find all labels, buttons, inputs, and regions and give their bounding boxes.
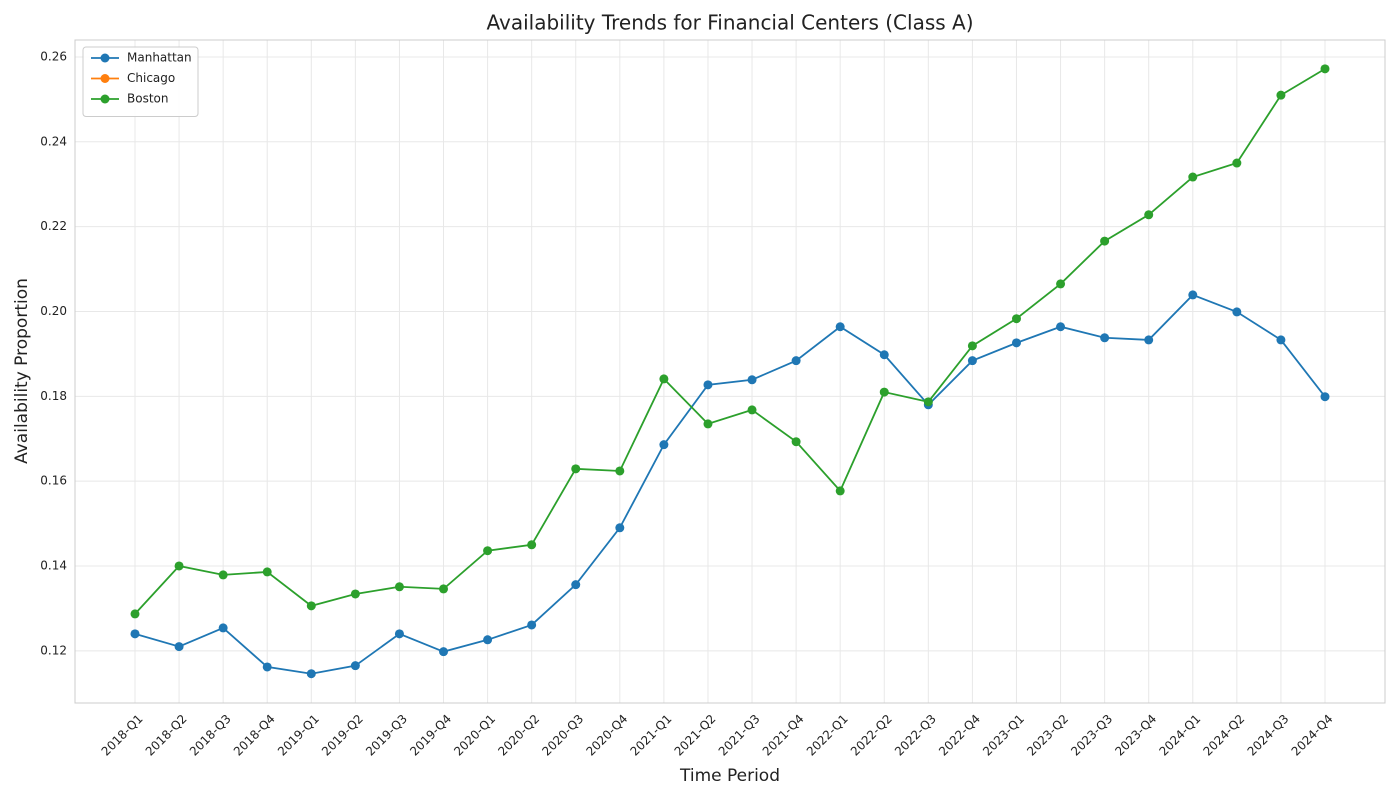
data-point (967, 341, 977, 351)
data-point (659, 440, 669, 450)
data-point (527, 540, 537, 550)
data-point (1056, 322, 1066, 332)
data-point (350, 589, 360, 599)
data-point (130, 609, 140, 619)
legend-label: Manhattan (127, 51, 192, 65)
data-point (615, 523, 625, 533)
legend-marker (100, 74, 110, 83)
data-point (747, 375, 757, 385)
legend-label: Chicago (127, 71, 175, 85)
data-point (483, 546, 493, 556)
data-point (262, 567, 272, 577)
data-point (174, 642, 184, 652)
data-point (306, 601, 316, 611)
y-tick-label: 0.22 (40, 219, 67, 233)
legend-label: Boston (127, 92, 168, 106)
y-tick-label: 0.26 (40, 49, 67, 63)
data-point (1144, 335, 1154, 345)
y-tick-label: 0.12 (40, 643, 67, 657)
data-point (791, 356, 801, 366)
data-point (218, 570, 228, 580)
data-point (703, 419, 713, 429)
data-point (659, 374, 669, 384)
data-point (439, 647, 449, 657)
data-point (1188, 290, 1198, 300)
data-point (130, 629, 140, 639)
data-point (394, 629, 404, 639)
data-point (1320, 64, 1330, 74)
y-axis-label: Availability Proportion (12, 278, 32, 464)
data-point (1100, 333, 1110, 343)
data-point (527, 620, 537, 630)
data-point (1276, 335, 1286, 345)
data-point (174, 561, 184, 571)
data-point (879, 387, 889, 397)
data-point (923, 397, 933, 407)
plot-frame (74, 39, 1386, 704)
legend-marker (100, 94, 110, 104)
data-point (615, 466, 625, 476)
data-point (1232, 307, 1242, 317)
data-point (1011, 338, 1021, 348)
data-point (835, 322, 845, 332)
data-point (1188, 172, 1198, 182)
data-point (571, 464, 581, 474)
data-point (1276, 90, 1286, 100)
data-point (791, 437, 801, 447)
data-point (571, 580, 581, 590)
chart-title: Availability Trends for Financial Center… (486, 11, 973, 35)
data-point (394, 582, 404, 592)
data-point (703, 380, 713, 390)
series-line (134, 293, 1326, 675)
series-line (134, 68, 1326, 615)
data-point (439, 584, 449, 594)
y-tick-label: 0.14 (40, 558, 67, 572)
data-point (879, 350, 889, 360)
data-point (306, 669, 316, 679)
data-point (1011, 314, 1021, 324)
y-tick-label: 0.24 (40, 134, 67, 148)
data-point (483, 635, 493, 645)
data-point (1056, 279, 1066, 289)
data-point (262, 662, 272, 672)
data-point (967, 356, 977, 366)
data-point (1100, 236, 1110, 246)
data-point (1320, 392, 1330, 402)
legend-marker (100, 53, 110, 63)
y-tick-label: 0.18 (40, 389, 67, 403)
data-point (218, 623, 228, 633)
data-point (1144, 210, 1154, 220)
data-point (350, 661, 360, 671)
data-point (835, 486, 845, 496)
data-point (1232, 158, 1242, 168)
y-tick-label: 0.20 (40, 304, 67, 318)
y-tick-label: 0.16 (40, 474, 67, 488)
x-axis-label: Time Period (679, 766, 780, 786)
data-point (747, 405, 757, 415)
